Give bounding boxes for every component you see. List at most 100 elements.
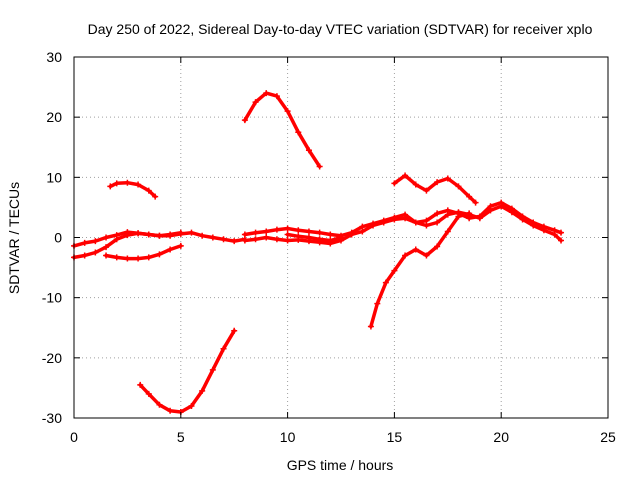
data-point xyxy=(391,267,398,274)
x-tick-label: 15 xyxy=(387,429,403,445)
data-point xyxy=(295,129,302,136)
data-point xyxy=(156,251,163,258)
data-point xyxy=(466,193,473,200)
data-point xyxy=(209,366,216,373)
data-point xyxy=(188,229,195,236)
series-track-11 xyxy=(391,172,479,206)
data-point xyxy=(472,199,479,206)
y-axis-label: SDTVAR / TECUs xyxy=(6,182,22,294)
data-point xyxy=(359,228,366,235)
data-point xyxy=(81,239,88,246)
data-point xyxy=(220,345,227,352)
data-point xyxy=(434,243,441,250)
data-point xyxy=(434,219,441,226)
grid xyxy=(74,57,608,418)
data-point xyxy=(444,228,451,235)
data-point xyxy=(263,90,270,97)
data-point xyxy=(370,222,377,229)
data-point xyxy=(444,175,451,182)
data-point xyxy=(103,252,110,259)
data-point xyxy=(444,211,451,218)
data-point xyxy=(231,327,238,334)
data-layer xyxy=(71,90,565,415)
data-point xyxy=(252,236,259,243)
data-point xyxy=(167,246,174,253)
series-track-9 xyxy=(284,231,344,244)
x-tick-label: 20 xyxy=(493,429,509,445)
data-point xyxy=(145,231,152,238)
data-point xyxy=(156,232,163,239)
series-track-3 xyxy=(103,242,184,262)
data-point xyxy=(551,231,558,238)
data-point xyxy=(103,234,110,241)
data-point xyxy=(382,279,389,286)
data-point xyxy=(188,402,195,409)
data-point xyxy=(167,232,174,239)
data-point xyxy=(284,231,291,238)
data-point xyxy=(530,222,537,229)
data-point xyxy=(152,193,159,200)
y-tick-label: -10 xyxy=(42,290,62,306)
data-point xyxy=(167,407,174,414)
data-point xyxy=(380,219,387,226)
data-point xyxy=(263,234,270,241)
data-point xyxy=(199,232,206,239)
data-point xyxy=(220,236,227,243)
x-tick-label: 25 xyxy=(600,429,616,445)
data-point xyxy=(487,207,494,214)
data-point xyxy=(145,254,152,261)
data-point xyxy=(508,209,515,216)
data-point xyxy=(295,233,302,240)
data-point xyxy=(423,222,430,229)
data-point xyxy=(558,237,565,244)
data-point xyxy=(374,300,381,307)
data-point xyxy=(92,249,99,256)
data-point xyxy=(113,232,120,239)
data-point xyxy=(284,108,291,115)
y-tick-label: 0 xyxy=(54,230,62,246)
data-point xyxy=(412,246,419,253)
data-point xyxy=(145,390,152,397)
x-axis-label: GPS time / hours xyxy=(287,457,394,473)
data-point xyxy=(137,381,144,388)
data-point xyxy=(177,230,184,237)
data-point xyxy=(327,237,334,244)
data-point xyxy=(273,93,280,100)
data-point xyxy=(316,236,323,243)
data-point xyxy=(540,227,547,234)
data-point xyxy=(423,252,430,259)
data-point xyxy=(241,237,248,244)
data-point xyxy=(107,183,114,190)
data-point xyxy=(498,203,505,210)
data-point xyxy=(558,229,565,236)
series-track-4 xyxy=(107,179,159,200)
data-point xyxy=(367,323,374,330)
data-point xyxy=(263,228,270,235)
data-point xyxy=(284,225,291,232)
data-point xyxy=(81,252,88,259)
data-point xyxy=(455,213,462,220)
data-point xyxy=(519,216,526,223)
data-point xyxy=(412,181,419,188)
data-point xyxy=(305,147,312,154)
data-point xyxy=(241,117,248,124)
data-point xyxy=(124,179,131,186)
data-point xyxy=(156,401,163,408)
data-point xyxy=(199,387,206,394)
data-point xyxy=(113,180,120,187)
data-point xyxy=(316,229,323,236)
x-tick-label: 0 xyxy=(70,429,78,445)
y-tick-label: 30 xyxy=(46,49,62,65)
data-point xyxy=(434,179,441,186)
data-point xyxy=(412,219,419,226)
data-point xyxy=(273,236,280,243)
series-trace xyxy=(243,91,322,169)
data-point xyxy=(327,231,334,238)
data-point xyxy=(252,229,259,236)
x-tick-labels: 0 5 10 15 20 25 xyxy=(70,429,616,445)
data-point xyxy=(402,172,409,179)
series-track-10 xyxy=(367,210,473,330)
data-point xyxy=(305,234,312,241)
data-point xyxy=(135,181,142,188)
data-point xyxy=(177,242,184,249)
